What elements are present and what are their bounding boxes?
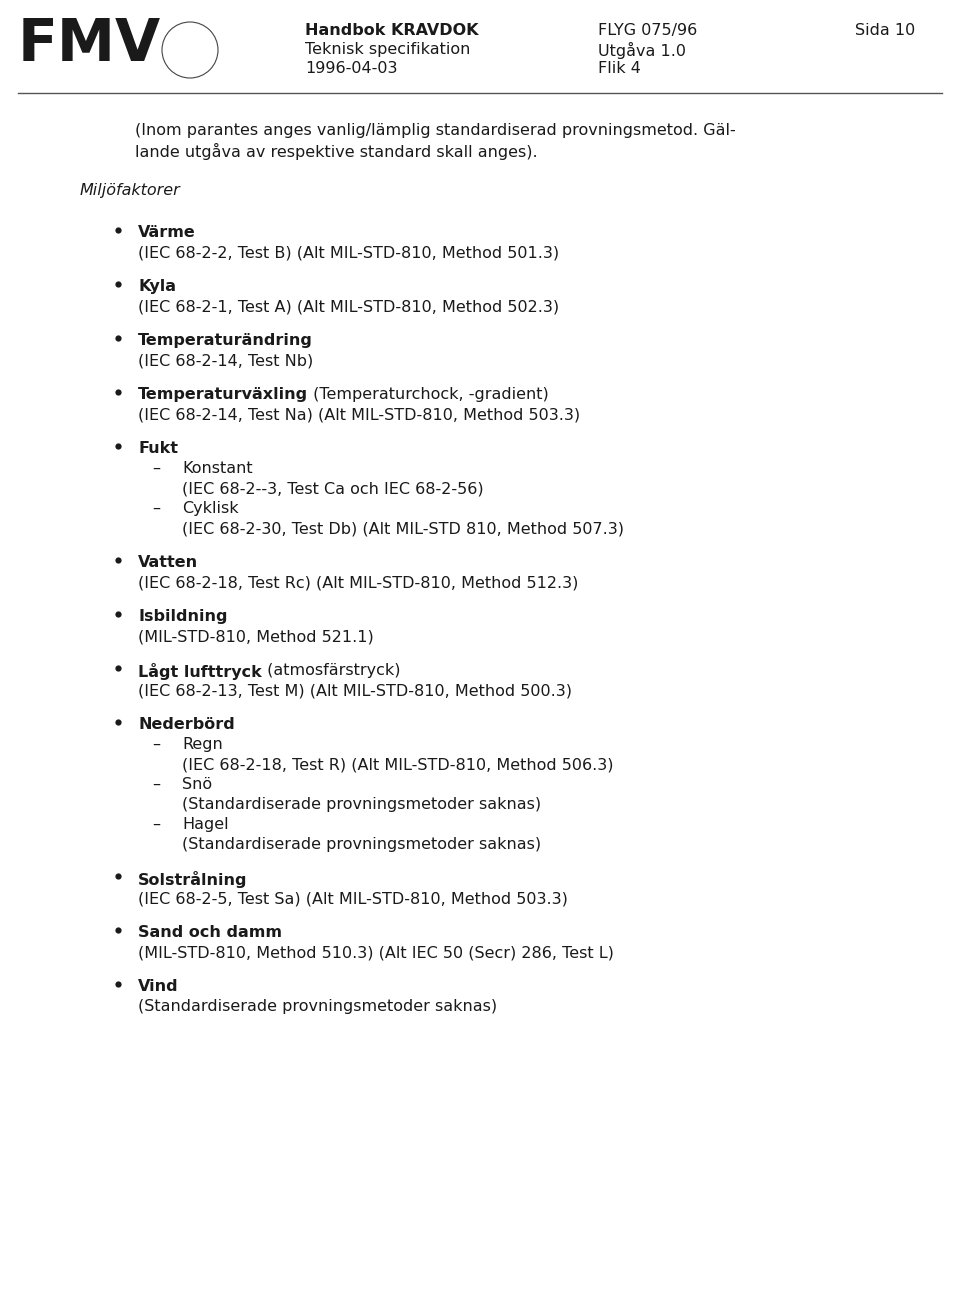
Text: –: –	[152, 818, 160, 832]
Text: Isbildning: Isbildning	[138, 610, 228, 624]
Text: (Standardiserade provningsmetoder saknas): (Standardiserade provningsmetoder saknas…	[138, 999, 497, 1014]
Text: (atmosfärstryck): (atmosfärstryck)	[262, 663, 400, 678]
Text: Utgåva 1.0: Utgåva 1.0	[598, 42, 686, 59]
Text: Sand och damm: Sand och damm	[138, 925, 282, 940]
Text: Sida 10: Sida 10	[855, 24, 915, 38]
Text: Flik 4: Flik 4	[598, 61, 641, 76]
Text: (MIL-STD-810, Method 510.3) (Alt IEC 50 (Secr) 286, Test L): (MIL-STD-810, Method 510.3) (Alt IEC 50 …	[138, 944, 613, 960]
Text: Regn: Regn	[182, 736, 223, 752]
Text: Handbok KRAVDOK: Handbok KRAVDOK	[305, 24, 478, 38]
Text: –: –	[152, 736, 160, 752]
Text: lande utgåva av respektive standard skall anges).: lande utgåva av respektive standard skal…	[135, 143, 538, 160]
Text: –: –	[152, 460, 160, 476]
Text: Konstant: Konstant	[182, 460, 252, 476]
Text: (Standardiserade provningsmetoder saknas): (Standardiserade provningsmetoder saknas…	[182, 797, 541, 812]
Text: Snö: Snö	[182, 777, 212, 793]
Text: Solstrålning: Solstrålning	[138, 871, 248, 888]
Text: (IEC 68-2-13, Test M) (Alt MIL-STD-810, Method 500.3): (IEC 68-2-13, Test M) (Alt MIL-STD-810, …	[138, 683, 572, 698]
Text: –: –	[152, 501, 160, 515]
Text: Nederbörd: Nederbörd	[138, 717, 235, 732]
Text: Värme: Värme	[138, 225, 196, 239]
Text: Cyklisk: Cyklisk	[182, 501, 239, 515]
Text: (IEC 68-2-5, Test Sa) (Alt MIL-STD-810, Method 503.3): (IEC 68-2-5, Test Sa) (Alt MIL-STD-810, …	[138, 891, 568, 906]
Text: Kyla: Kyla	[138, 279, 176, 294]
Text: Hagel: Hagel	[182, 818, 228, 832]
Text: (Standardiserade provningsmetoder saknas): (Standardiserade provningsmetoder saknas…	[182, 837, 541, 852]
Text: (Inom parantes anges vanlig/lämplig standardiserad provningsmetod. Gäl-: (Inom parantes anges vanlig/lämplig stan…	[135, 123, 735, 139]
Text: (IEC 68-2-18, Test R) (Alt MIL-STD-810, Method 506.3): (IEC 68-2-18, Test R) (Alt MIL-STD-810, …	[182, 757, 613, 772]
Text: (MIL-STD-810, Method 521.1): (MIL-STD-810, Method 521.1)	[138, 629, 373, 644]
Text: FMV: FMV	[18, 16, 161, 73]
Text: Teknisk specifikation: Teknisk specifikation	[305, 42, 470, 58]
Text: (IEC 68-2-14, Test Nb): (IEC 68-2-14, Test Nb)	[138, 353, 313, 368]
Text: Temperaturändring: Temperaturändring	[138, 334, 313, 348]
Text: (IEC 68-2-30, Test Db) (Alt MIL-STD 810, Method 507.3): (IEC 68-2-30, Test Db) (Alt MIL-STD 810,…	[182, 521, 624, 536]
Text: (IEC 68-2--3, Test Ca och IEC 68-2-56): (IEC 68-2--3, Test Ca och IEC 68-2-56)	[182, 481, 484, 496]
Text: (Temperaturchock, -gradient): (Temperaturchock, -gradient)	[308, 387, 549, 402]
Text: Miljöfaktorer: Miljöfaktorer	[80, 183, 180, 198]
Text: –: –	[152, 777, 160, 793]
Text: (IEC 68-2-2, Test B) (Alt MIL-STD-810, Method 501.3): (IEC 68-2-2, Test B) (Alt MIL-STD-810, M…	[138, 245, 559, 260]
Text: (IEC 68-2-1, Test A) (Alt MIL-STD-810, Method 502.3): (IEC 68-2-1, Test A) (Alt MIL-STD-810, M…	[138, 300, 559, 314]
Text: Fukt: Fukt	[138, 441, 178, 456]
Text: Vatten: Vatten	[138, 555, 198, 570]
Text: Temperaturväxling: Temperaturväxling	[138, 387, 308, 402]
Text: Lågt lufttryck: Lågt lufttryck	[138, 663, 262, 680]
Text: 1996-04-03: 1996-04-03	[305, 61, 397, 76]
Text: Vind: Vind	[138, 978, 179, 994]
Text: FLYG 075/96: FLYG 075/96	[598, 24, 697, 38]
Text: (IEC 68-2-14, Test Na) (Alt MIL-STD-810, Method 503.3): (IEC 68-2-14, Test Na) (Alt MIL-STD-810,…	[138, 407, 580, 422]
Text: (IEC 68-2-18, Test Rc) (Alt MIL-STD-810, Method 512.3): (IEC 68-2-18, Test Rc) (Alt MIL-STD-810,…	[138, 576, 578, 590]
